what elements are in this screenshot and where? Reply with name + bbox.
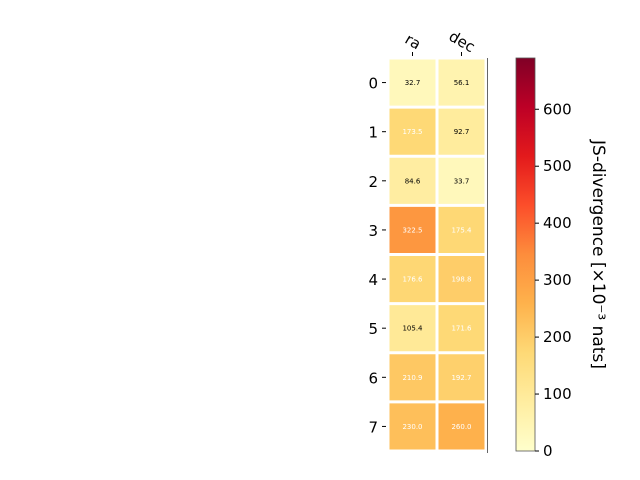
cell-value-label: 210.9 — [402, 374, 422, 382]
heatmap-cell — [389, 157, 436, 204]
row-label: 6 — [368, 369, 378, 387]
cell-value-label: 32.7 — [405, 79, 421, 87]
cell-value-label: 105.4 — [402, 325, 423, 333]
cell-value-label: 175.4 — [451, 226, 472, 234]
colorbar-tick-label: 500 — [543, 157, 572, 175]
colorbar-label: JS-divergence [×10⁻³ nats] — [588, 139, 608, 369]
colorbar-gradient — [515, 57, 536, 452]
heatmap-cell — [389, 59, 436, 106]
cell-value-label: 171.6 — [451, 325, 472, 333]
cell-value-label: 56.1 — [454, 79, 470, 87]
row-label: 3 — [368, 222, 378, 240]
colorbar-tick-label: 100 — [543, 385, 572, 403]
colorbar-tick-label: 400 — [543, 214, 572, 232]
heatmap-cell — [438, 206, 485, 253]
heatmap-cell — [389, 256, 436, 303]
heatmap-cell — [438, 403, 485, 450]
cell-value-label: 92.7 — [454, 128, 470, 136]
heatmap-cell — [389, 108, 436, 155]
colorbar: 0 100 200 300 400 500 600 JS-divergence [×10⁻³ … — [515, 57, 608, 460]
heatmap-cell — [389, 206, 436, 253]
heatmap-cell — [438, 157, 485, 204]
heatmap-cell — [389, 305, 436, 352]
heatmap-cell — [438, 59, 485, 106]
column-label: ra — [402, 30, 424, 53]
cell-value-label: 84.6 — [405, 177, 421, 185]
cell-value-label: 192.7 — [451, 374, 471, 382]
row-label: 2 — [368, 173, 378, 191]
cell-value-label: 322.5 — [402, 226, 422, 234]
cell-value-label: 173.5 — [402, 128, 422, 136]
heatmap-cell — [438, 305, 485, 352]
colorbar-tick-label: 200 — [543, 328, 572, 346]
cell-value-label: 260.0 — [451, 423, 471, 431]
heatmap-cell — [438, 354, 485, 401]
heatmap-plot: ra dec 0 1 2 3 4 5 6 7 32.7 56.1 173.5 92.7 84.6 33.7 32… — [368, 27, 488, 453]
heatmap-cell — [389, 354, 436, 401]
cell-value-label: 230.0 — [402, 423, 422, 431]
row-label: 5 — [368, 320, 378, 338]
cell-value-label: 176.6 — [402, 276, 423, 284]
cell-value-label: 198.8 — [451, 276, 471, 284]
cell-value-label: 33.7 — [454, 177, 470, 185]
heatmap-cell — [438, 256, 485, 303]
row-label: 0 — [368, 75, 378, 93]
column-label: dec — [446, 27, 478, 56]
row-label: 7 — [368, 418, 378, 436]
colorbar-tick-label: 0 — [543, 442, 553, 460]
colorbar-tick-label: 300 — [543, 271, 572, 289]
heatmap-cell — [389, 403, 436, 450]
colorbar-tick-label: 600 — [543, 100, 572, 118]
row-label: 1 — [368, 124, 378, 142]
heatmap-cell — [438, 108, 485, 155]
row-label: 4 — [368, 271, 378, 289]
